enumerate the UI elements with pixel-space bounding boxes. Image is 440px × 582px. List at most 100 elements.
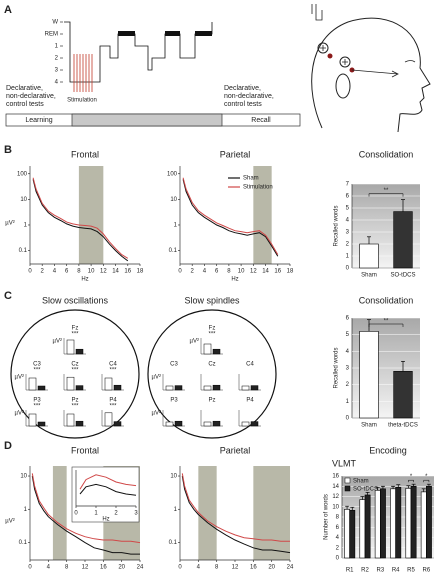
chart-title: Encoding bbox=[369, 445, 407, 455]
mini-bar bbox=[66, 376, 75, 391]
bar bbox=[349, 510, 356, 559]
chart-title: Consolidation bbox=[359, 295, 414, 305]
mini-bar bbox=[203, 343, 212, 355]
x-tick-label: 16 bbox=[274, 269, 281, 275]
y-tick-label: 1 bbox=[346, 399, 350, 405]
head-diagram bbox=[311, 4, 431, 133]
x-tick-label: 12 bbox=[232, 565, 239, 571]
x-tick-label: 10 bbox=[238, 269, 245, 275]
y-axis-label: Recalled words bbox=[334, 347, 340, 388]
mini-bar bbox=[165, 421, 174, 427]
x-tick-label: R5 bbox=[407, 568, 415, 574]
x-tick-label: 14 bbox=[262, 269, 269, 275]
legend-label: Sham bbox=[243, 176, 259, 182]
legend-label: Stimulation bbox=[243, 185, 273, 191]
bar bbox=[364, 494, 371, 559]
x-axis-label: Hz bbox=[81, 277, 88, 283]
y-tick-label: 6 bbox=[346, 194, 350, 200]
y-tick-label: 1 bbox=[346, 254, 350, 260]
y-axis-label: Number of words bbox=[324, 494, 330, 540]
x-tick-label: 16 bbox=[100, 565, 107, 571]
x-tick-label: Sham bbox=[361, 273, 377, 279]
x-tick-label: 2 bbox=[41, 269, 45, 275]
electrode-label: P3 bbox=[170, 398, 178, 404]
chart-title: Slow oscillations bbox=[42, 295, 109, 305]
electrode-label: Cz bbox=[208, 362, 215, 368]
legend-label: Sham bbox=[353, 479, 369, 485]
y-tick-label: 2 bbox=[336, 545, 340, 551]
significance-bracket bbox=[368, 323, 404, 327]
bar bbox=[420, 491, 427, 559]
significance-label: *** bbox=[71, 404, 79, 410]
y-tick-label: 10 bbox=[20, 197, 27, 203]
protocol bbox=[5, 21, 301, 127]
y-tick-label: 5 bbox=[346, 332, 350, 338]
panel-label: A bbox=[4, 4, 12, 16]
bar bbox=[393, 371, 413, 419]
x-tick-label: 6 bbox=[215, 269, 219, 275]
unit-label: µV² bbox=[152, 411, 161, 417]
mini-bar bbox=[250, 421, 259, 427]
x-tick-label: 10 bbox=[88, 269, 95, 275]
x-tick-label: 2 bbox=[191, 269, 195, 275]
x-tick-label: 8 bbox=[227, 269, 231, 275]
bar bbox=[390, 488, 396, 559]
x-tick-label: 1 bbox=[94, 511, 98, 517]
mini-bar bbox=[75, 385, 84, 391]
y-tick-label: 6 bbox=[346, 316, 350, 322]
mini-bar bbox=[66, 339, 75, 355]
bar bbox=[380, 488, 386, 559]
stimulation-label: Stimulation bbox=[67, 98, 97, 104]
y-tick-label: 100 bbox=[167, 171, 178, 177]
mini-bar bbox=[203, 385, 212, 391]
x-tick-label: 8 bbox=[77, 269, 81, 275]
stage-label: W bbox=[52, 20, 58, 26]
spectrum-line bbox=[79, 474, 137, 490]
y-tick-label: 0 bbox=[346, 416, 350, 422]
x-tick-label: 18 bbox=[137, 269, 144, 275]
tests-text: Declarative, bbox=[224, 85, 261, 92]
stage-label: 3 bbox=[55, 68, 59, 74]
y-tick-label: 100 bbox=[17, 171, 28, 177]
y-tick-label: 1 bbox=[174, 223, 178, 229]
mini-bar bbox=[165, 385, 174, 391]
electrode-label: Pz bbox=[208, 398, 215, 404]
recall-label: Recall bbox=[251, 117, 271, 124]
electrode-label: C3 bbox=[33, 362, 41, 368]
head-outline bbox=[10, 309, 140, 439]
chart-title: Parietal bbox=[220, 445, 251, 455]
mini-bar bbox=[212, 384, 221, 391]
stage-label: 2 bbox=[55, 56, 59, 62]
inset-x-label: Hz bbox=[102, 517, 109, 523]
x-tick-label: 24 bbox=[137, 565, 144, 571]
electrode-label: Fz bbox=[209, 326, 216, 332]
significance-label: * bbox=[410, 474, 413, 480]
y-tick-label: 4 bbox=[346, 218, 350, 224]
x-tick-label: 0 bbox=[178, 565, 182, 571]
panel-label: D bbox=[4, 440, 12, 452]
significance-label: ** bbox=[384, 319, 389, 325]
spectrum-line bbox=[181, 473, 290, 542]
electrode-label: P4 bbox=[246, 398, 254, 404]
x-tick-label: 2 bbox=[114, 511, 118, 517]
mini-bar bbox=[113, 421, 122, 427]
unit-label: µV² bbox=[53, 339, 62, 345]
spectrum-line bbox=[32, 179, 129, 262]
y-tick-label: 10 bbox=[170, 197, 177, 203]
mini-bar bbox=[75, 348, 84, 355]
chart-subtitle: VLMT bbox=[332, 458, 357, 468]
y-tick-label: 7 bbox=[346, 182, 350, 188]
bar bbox=[393, 211, 413, 269]
hypnogram bbox=[64, 21, 213, 83]
timeline-sleep bbox=[71, 113, 223, 127]
x-tick-label: 12 bbox=[100, 269, 107, 275]
frequency-band bbox=[78, 166, 104, 264]
mini-bar bbox=[241, 385, 250, 391]
mini-bar bbox=[104, 412, 113, 427]
mini-bar bbox=[113, 384, 122, 391]
unit-label: µV² bbox=[152, 375, 161, 381]
mini-bar bbox=[37, 421, 46, 427]
x-tick-label: 16 bbox=[124, 269, 131, 275]
chart-title: Consolidation bbox=[359, 149, 414, 159]
stage-label: 1 bbox=[55, 44, 59, 50]
